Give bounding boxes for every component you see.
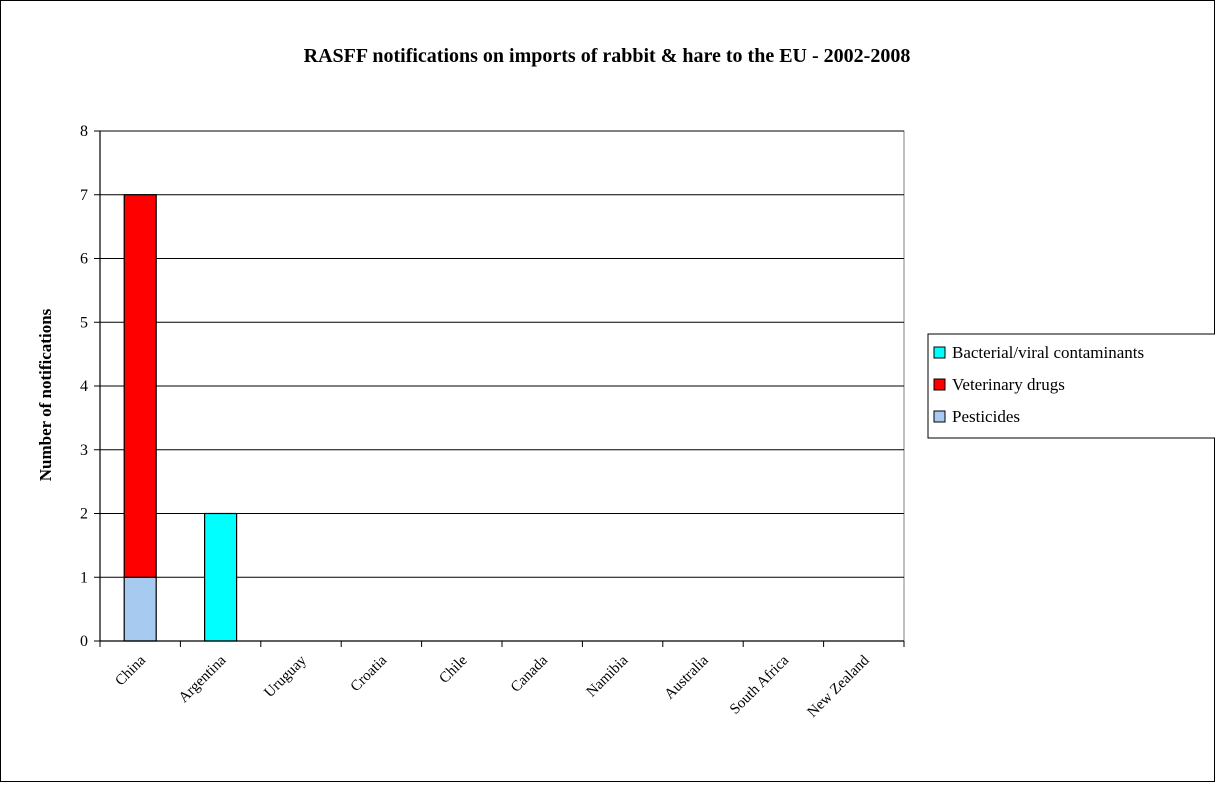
bar-segment bbox=[123, 576, 157, 642]
bar-segment bbox=[204, 512, 238, 642]
y-tick-label: 1 bbox=[80, 569, 88, 586]
y-axis-label: Number of notifications bbox=[36, 308, 55, 481]
legend-label: Bacterial/viral contaminants bbox=[952, 343, 1144, 362]
legend: Bacterial/viral contaminants Veterinary d… bbox=[927, 333, 1215, 439]
y-tick-label: 7 bbox=[80, 187, 88, 204]
y-tick-label: 6 bbox=[80, 251, 88, 268]
bar-segment bbox=[123, 194, 157, 578]
y-tick-label: 2 bbox=[80, 506, 88, 523]
legend-label: Pesticides bbox=[952, 407, 1020, 426]
y-tick-label: 3 bbox=[80, 442, 88, 459]
legend-swatch bbox=[933, 378, 946, 391]
legend-swatch bbox=[933, 410, 946, 423]
y-tick-label: 8 bbox=[80, 123, 88, 140]
y-tick-label: 4 bbox=[80, 378, 88, 395]
legend-label: Veterinary drugs bbox=[952, 375, 1065, 394]
y-tick-label: 5 bbox=[80, 314, 88, 331]
legend-swatch bbox=[933, 346, 946, 359]
chart-title: RASFF notifications on imports of rabbit… bbox=[304, 45, 911, 67]
legend-box bbox=[927, 333, 1215, 439]
y-tick-label: 0 bbox=[80, 633, 88, 650]
